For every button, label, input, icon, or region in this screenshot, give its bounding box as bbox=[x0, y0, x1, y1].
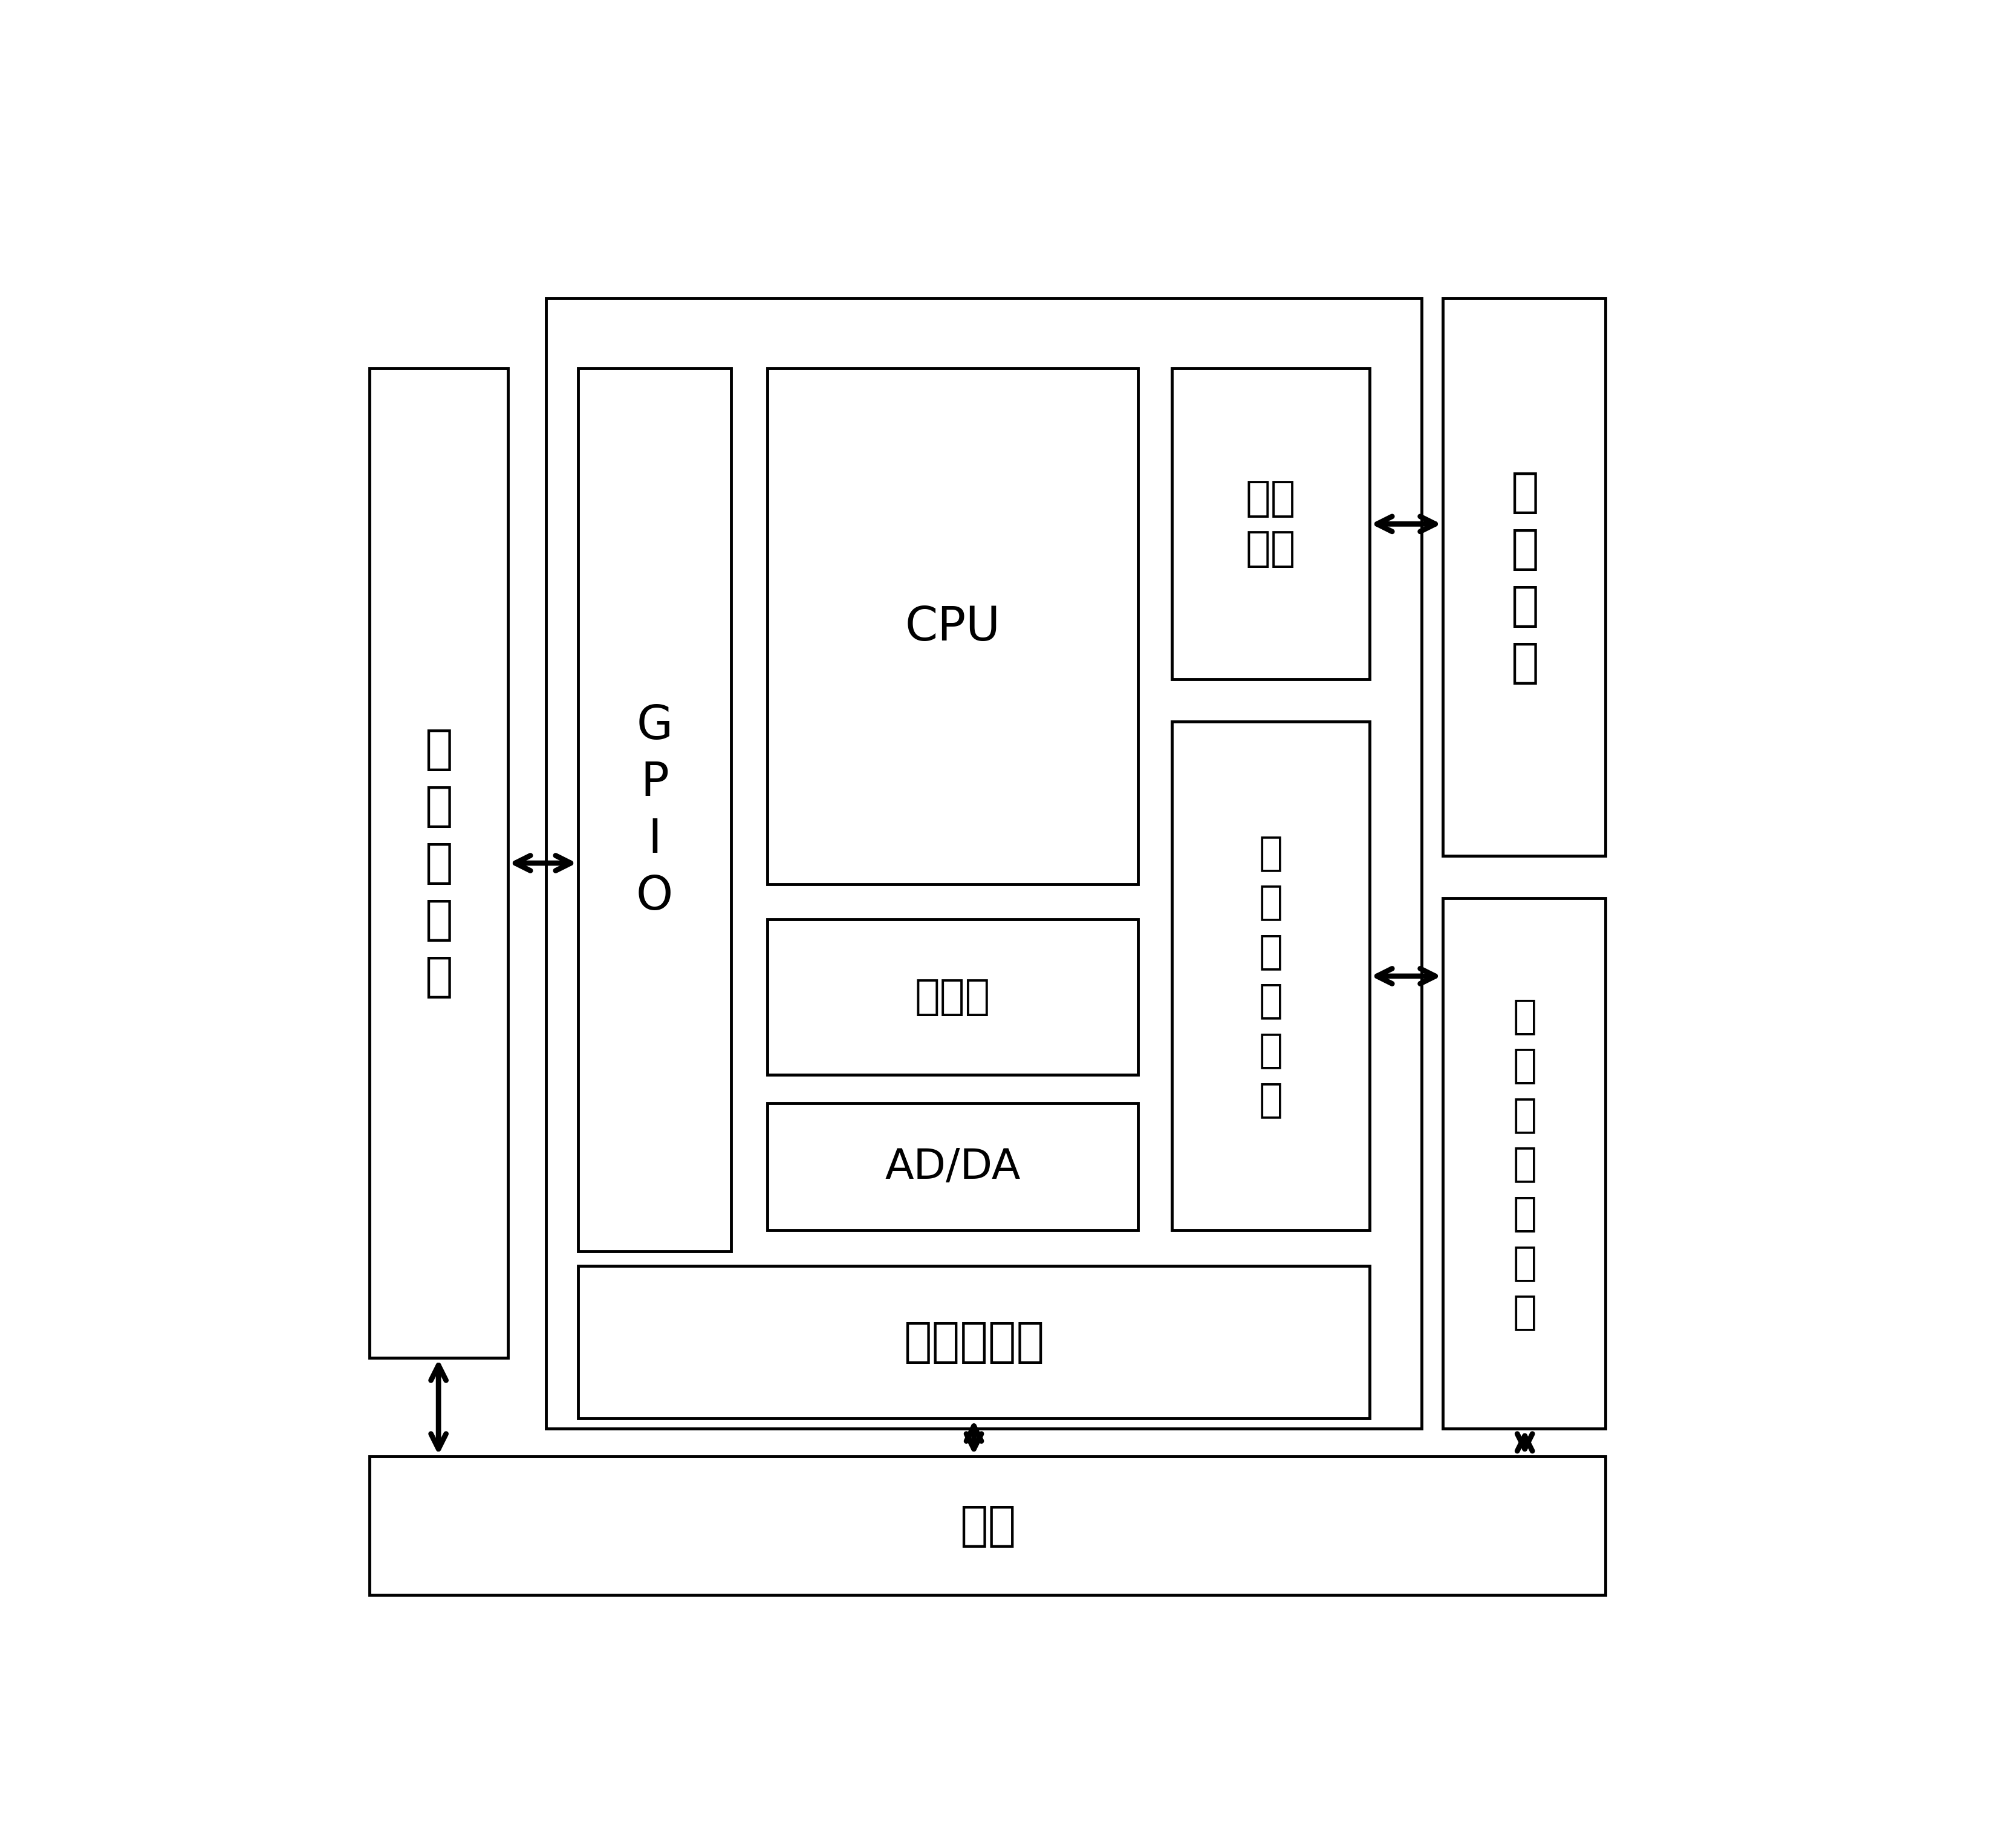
Text: AD/DA: AD/DA bbox=[885, 1147, 1020, 1187]
Text: 通信
接口: 通信 接口 bbox=[1246, 479, 1296, 569]
Bar bbox=[579, 1266, 1369, 1418]
Bar bbox=[579, 369, 732, 1251]
Bar bbox=[1171, 369, 1369, 679]
Bar bbox=[369, 369, 508, 1358]
Bar bbox=[1443, 297, 1605, 855]
Text: 数
字
输
出
端
口: 数 字 输 出 端 口 bbox=[1258, 833, 1282, 1119]
Text: CPU: CPU bbox=[905, 604, 1000, 650]
Bar bbox=[768, 919, 1137, 1075]
Text: 传
感
器
模
块: 传 感 器 模 块 bbox=[425, 727, 452, 1000]
Text: G
P
I
O: G P I O bbox=[637, 703, 673, 919]
Bar bbox=[768, 1103, 1137, 1231]
Bar bbox=[1443, 899, 1605, 1428]
Text: 存储器: 存储器 bbox=[915, 976, 990, 1018]
Bar bbox=[369, 1457, 1605, 1595]
Bar bbox=[768, 369, 1137, 884]
Text: 看门狗电路: 看门狗电路 bbox=[903, 1319, 1044, 1365]
Text: 电源: 电源 bbox=[960, 1503, 1016, 1549]
Bar bbox=[546, 297, 1421, 1428]
Text: 通
信
模
块: 通 信 模 块 bbox=[1510, 470, 1538, 686]
Text: 被
控
制
执
行
设
备: 被 控 制 执 行 设 备 bbox=[1512, 996, 1536, 1332]
Bar bbox=[1171, 721, 1369, 1231]
